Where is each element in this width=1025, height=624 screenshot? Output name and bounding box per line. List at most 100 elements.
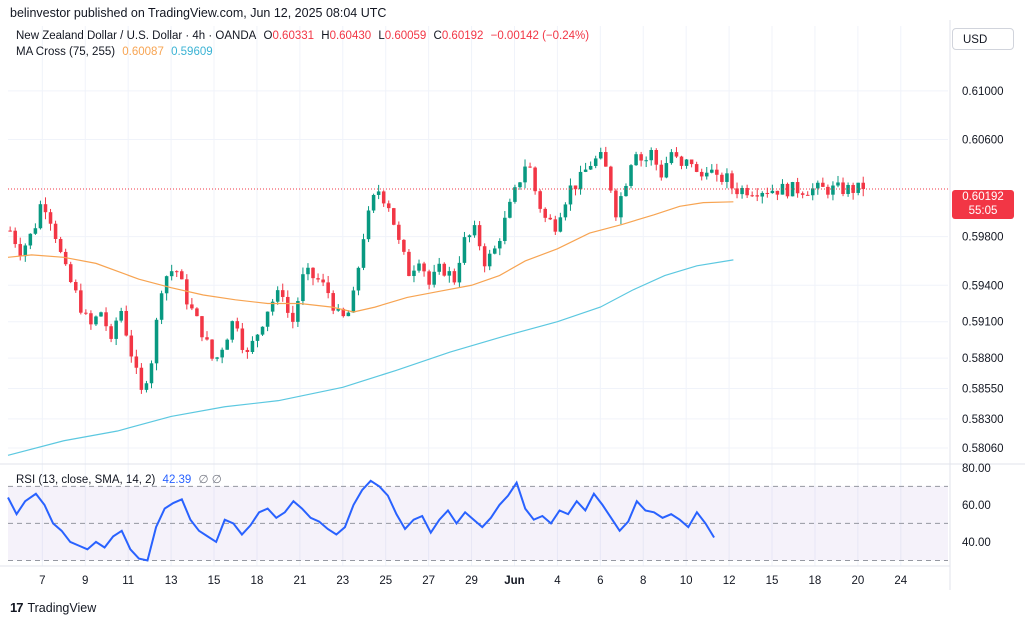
candle-body	[190, 304, 194, 309]
rsi-axis-label: 40.00	[962, 537, 991, 549]
ma-cross-label: MA Cross (75, 255)	[16, 46, 116, 58]
candle-body	[649, 150, 653, 161]
candle-body	[361, 239, 366, 268]
candle-body	[432, 271, 436, 285]
candle-body	[861, 182, 865, 190]
price-axis-label: 0.58060	[962, 443, 1004, 455]
ohlc-close: C0.60192	[433, 30, 484, 42]
ma-legend: MA Cross (75, 255) 0.60087 0.59609	[16, 46, 217, 58]
candle-body	[710, 169, 714, 173]
candle-body	[230, 321, 235, 340]
candle-body	[84, 312, 88, 314]
candle-body	[720, 174, 724, 182]
candle-body	[543, 208, 547, 218]
candle-body	[58, 238, 63, 252]
candle-body	[528, 166, 532, 168]
candle-body	[104, 312, 108, 327]
last-price-value: 0.60192	[962, 191, 1004, 203]
candle-body	[79, 290, 83, 313]
ohlc-open: O0.60331	[263, 30, 315, 42]
tradingview-brand: TradingView	[27, 600, 97, 615]
candle-body	[134, 356, 139, 368]
candle-body	[816, 182, 820, 189]
candle-body	[800, 193, 805, 195]
candle-body	[538, 191, 542, 209]
candle-body	[836, 182, 840, 186]
candle-body	[523, 166, 527, 183]
ohlc-high: H0.60430	[321, 30, 372, 42]
candle-body	[588, 165, 593, 170]
bar-countdown: 55:05	[968, 204, 998, 217]
rsi-line	[7, 479, 715, 562]
candle-body	[215, 357, 219, 359]
time-axis-label: 6	[597, 575, 603, 587]
time-axis-label: 4	[554, 575, 561, 587]
candle-body	[639, 154, 643, 161]
time-axis-label: 15	[208, 575, 221, 587]
candle-body	[477, 225, 482, 247]
rsi-axis-label: 60.00	[962, 500, 991, 512]
price-axis-label: 0.58300	[962, 414, 1004, 426]
candle-body	[856, 182, 860, 193]
candle-body	[109, 326, 113, 339]
candle-body	[452, 271, 457, 283]
candle-body	[609, 166, 613, 191]
candle-body	[770, 190, 775, 194]
time-axis-label: 12	[723, 575, 736, 587]
time-axis-label: 10	[680, 575, 693, 587]
candle-body	[457, 262, 462, 283]
candle-body	[205, 337, 209, 340]
candle-body	[351, 290, 356, 313]
candle-body	[392, 208, 396, 225]
rsi-extra: ∅ ∅	[198, 474, 222, 486]
currency-button[interactable]: USD	[952, 28, 1014, 50]
candle-body	[321, 279, 325, 283]
candle-body	[129, 335, 134, 357]
time-axis-label: 21	[293, 575, 306, 587]
candle-body	[326, 282, 330, 294]
candle-body	[508, 201, 512, 218]
candle-body	[200, 316, 204, 338]
candle-body	[43, 204, 48, 213]
candle-body	[694, 164, 699, 172]
candle-body	[715, 169, 719, 175]
candle-body	[750, 195, 754, 197]
tradingview-logo[interactable]: 17 TradingView	[10, 600, 96, 615]
candle-body	[805, 194, 810, 196]
candle-body	[119, 310, 123, 321]
candle-body	[810, 188, 815, 196]
candle-body	[422, 263, 426, 272]
candle-body	[437, 263, 441, 272]
candle-body	[578, 171, 583, 190]
candle-body	[346, 312, 351, 317]
candle-body	[619, 196, 623, 218]
time-axis-label: 9	[82, 575, 88, 587]
candle-body	[33, 228, 38, 234]
rsi-axis-label: 80.00	[962, 463, 991, 475]
candle-body	[53, 223, 58, 239]
candle-body	[48, 212, 53, 224]
candle-body	[407, 251, 411, 277]
candle-body	[23, 245, 28, 257]
candle-body	[851, 184, 855, 193]
candle-body	[13, 230, 17, 245]
candle-body	[467, 235, 472, 238]
candle-body	[841, 182, 845, 195]
last-price-tag: 0.60192 55:05	[952, 190, 1014, 219]
candle-body	[89, 313, 93, 325]
candle-body	[250, 340, 255, 352]
candle-body	[795, 182, 800, 194]
candle-body	[487, 253, 492, 267]
candle-body	[311, 267, 315, 279]
time-axis-label: 13	[165, 575, 178, 587]
candle-body	[94, 316, 98, 325]
candle-body	[447, 271, 452, 276]
rsi-value: 42.39	[162, 474, 192, 486]
candle-body	[68, 264, 73, 283]
time-axis-label: 18	[251, 575, 264, 587]
candle-body	[114, 320, 118, 339]
candle-body	[462, 237, 467, 263]
candle-body	[518, 182, 522, 188]
candle-body	[291, 312, 295, 322]
